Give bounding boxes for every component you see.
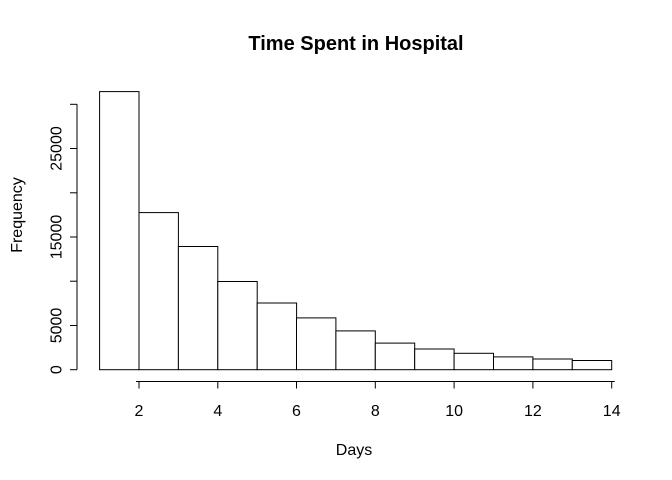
histogram-bar (177, 246, 219, 371)
histogram-bar (138, 212, 179, 371)
y-tick-label: 25000 (49, 126, 66, 171)
x-tick-label: 12 (524, 403, 542, 420)
histogram-bar (453, 352, 495, 371)
x-tick-label: 6 (292, 403, 301, 420)
x-tick-label: 8 (371, 403, 380, 420)
x-axis-label: Days (335, 442, 373, 459)
y-axis-label: Frequency (9, 177, 26, 253)
histogram-bar (99, 91, 140, 371)
histogram-bar (414, 348, 455, 371)
histogram-bar (374, 342, 416, 371)
x-tick-label: 10 (445, 403, 463, 420)
histogram-bar (256, 302, 298, 371)
histogram-bar (571, 360, 613, 371)
histogram-bar (532, 358, 573, 371)
x-tick-label: 4 (213, 403, 222, 420)
histogram-bar (296, 317, 337, 371)
x-tick-label: 14 (603, 403, 621, 420)
chart-title: Time Spent in Hospital (248, 33, 464, 55)
histogram-bar (493, 356, 534, 371)
y-tick-label: 15000 (49, 215, 66, 260)
y-tick-label: 5000 (49, 308, 66, 344)
x-tick-label: 2 (135, 403, 144, 420)
histogram-bar (335, 330, 376, 371)
y-tick-label: 0 (49, 365, 66, 374)
histogram-bar (217, 281, 258, 371)
